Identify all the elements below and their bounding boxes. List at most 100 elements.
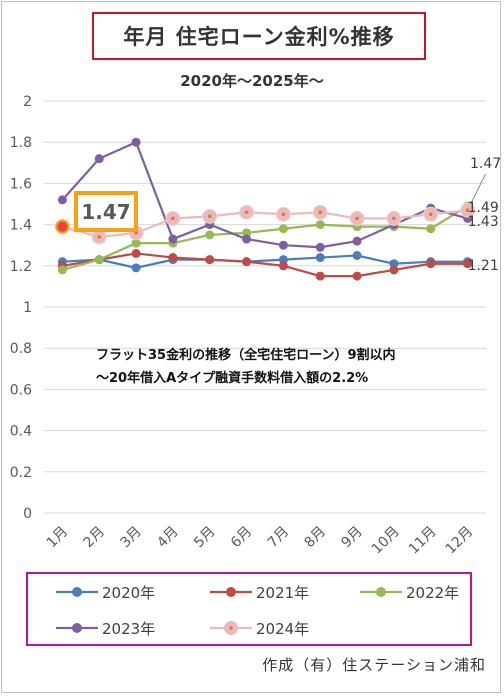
data-point <box>278 255 288 265</box>
data-point <box>168 253 178 263</box>
data-label: 1.47 <box>470 156 501 172</box>
legend: 2020年 2021年 2022年 2023年 2024年 <box>26 572 472 646</box>
legend-marker <box>210 621 252 635</box>
x-tick-label: 12月 <box>443 524 477 558</box>
y-tick-label: 1.2 <box>10 259 32 275</box>
legend-marker <box>210 587 252 597</box>
legend-marker <box>56 623 98 633</box>
legend-label: 2024年 <box>256 619 310 638</box>
credit-text: 作成（有）住ステーション浦和 <box>262 656 486 674</box>
series-line <box>62 254 468 269</box>
data-point-center <box>207 214 212 219</box>
legend-item: 2020年 <box>56 582 155 602</box>
x-tick-label: 3月 <box>117 524 145 552</box>
data-point <box>131 137 141 147</box>
y-tick-label: 2 <box>23 94 32 110</box>
legend-marker <box>360 587 402 597</box>
y-tick-label: 0.4 <box>10 424 32 440</box>
data-point <box>242 228 252 238</box>
highlight-value: 1.47 <box>81 200 130 224</box>
series-2023年 <box>57 137 473 252</box>
x-tick-label: 11月 <box>406 524 440 558</box>
data-point <box>389 259 399 269</box>
y-tick-label: 0.8 <box>10 341 32 357</box>
series-line <box>62 205 469 271</box>
y-tick-label: 0.2 <box>10 465 32 481</box>
chart-title: 年月 住宅ローン金利%推移 <box>123 25 395 49</box>
annotation: フラット35金利の推移（全宅住宅ローン）9割以内 ～20年借入Aタイプ融資手数料… <box>96 347 396 386</box>
data-point <box>463 259 473 269</box>
y-tick-label: 0.6 <box>10 382 32 398</box>
data-point <box>426 259 436 269</box>
series-2020年 <box>57 251 473 273</box>
x-tick-label: 8月 <box>302 524 330 552</box>
data-point <box>57 195 67 205</box>
x-tick-label: 6月 <box>228 524 256 552</box>
data-point <box>131 238 141 248</box>
highlight-callout: 1.47 <box>74 191 138 232</box>
legend-item: 2024年 <box>210 618 309 638</box>
legend-item: 2023年 <box>56 618 155 638</box>
data-point <box>131 263 141 273</box>
y-axis-ticks: 0 0.2 0.4 0.6 0.8 1 1.2 1.4 1.6 1.8 2 <box>10 94 32 522</box>
legend-label: 2020年 <box>102 583 156 602</box>
legend-label: 2023年 <box>102 619 156 638</box>
x-tick-label: 4月 <box>154 524 182 552</box>
x-axis-ticks: 1月 2月 3月 4月 5月 6月 7月 8月 9月 10月 11月 12月 <box>44 524 477 558</box>
annotation-line-2: ～20年借入Aタイプ融資手数料借入額の2.2% <box>96 370 368 386</box>
x-tick-label: 7月 <box>265 524 293 552</box>
data-label: 1.43 <box>468 214 499 230</box>
data-point-center <box>97 235 102 239</box>
legend-marker <box>56 587 98 597</box>
x-tick-label: 1月 <box>44 524 72 552</box>
chart-subtitle: 2020年～2025年～ <box>180 72 324 90</box>
label-leader-line <box>470 173 487 205</box>
legend-label: 2022年 <box>406 583 460 602</box>
highlight-point <box>55 219 70 234</box>
x-tick-label: 10月 <box>369 524 403 558</box>
data-point <box>94 154 104 164</box>
data-point <box>242 234 252 244</box>
data-point <box>278 240 288 250</box>
data-point <box>315 220 325 230</box>
data-point <box>352 236 362 246</box>
data-point <box>94 255 104 265</box>
data-label: 1.49 <box>468 200 499 216</box>
data-point <box>205 230 215 240</box>
data-label: 1.21 <box>468 258 499 274</box>
data-point-center <box>281 212 286 217</box>
data-point <box>315 242 325 252</box>
series-2024年 <box>54 202 476 245</box>
data-point <box>315 253 325 263</box>
data-point-center <box>244 210 249 215</box>
series-layer <box>54 137 476 281</box>
legend-item: 2022年 <box>360 582 459 602</box>
data-point-center <box>392 216 396 221</box>
annotation-line-1: フラット35金利の推移（全宅住宅ローン）9割以内 <box>96 347 396 363</box>
data-point-center <box>428 212 433 217</box>
data-point <box>57 265 67 275</box>
grid-layer <box>44 100 486 514</box>
y-tick-label: 1.8 <box>10 135 32 151</box>
data-point-center <box>171 216 175 221</box>
data-point <box>242 257 252 267</box>
chart-title-box: 年月 住宅ローン金利%推移 <box>92 12 426 60</box>
legend-item: 2021年 <box>210 582 309 602</box>
data-point <box>205 255 215 265</box>
y-tick-label: 0 <box>23 506 32 522</box>
x-tick-label: 9月 <box>338 524 366 552</box>
data-point-center <box>318 210 323 215</box>
highlight-box <box>74 191 138 232</box>
data-point <box>131 248 141 258</box>
y-tick-label: 1.4 <box>10 218 32 234</box>
data-point <box>389 265 399 275</box>
data-point <box>352 251 362 260</box>
y-tick-label: 1.6 <box>10 176 32 192</box>
data-point <box>278 261 288 271</box>
x-tick-label: 2月 <box>81 524 109 552</box>
legend-label: 2021年 <box>256 583 310 602</box>
data-point-center <box>465 208 470 212</box>
series-line <box>62 252 468 278</box>
